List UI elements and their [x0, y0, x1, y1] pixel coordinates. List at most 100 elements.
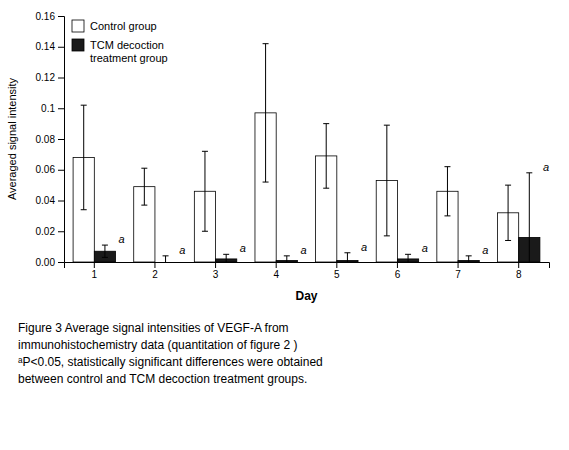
- error-bar-line: [405, 254, 411, 262]
- y-tick-mark: [58, 139, 64, 140]
- legend-swatch: [72, 20, 84, 32]
- error-bar: [223, 254, 229, 262]
- legend: Control group TCM decoctiontreatment grou…: [72, 20, 168, 64]
- annotation: a: [361, 241, 367, 253]
- x-axis-title: Day: [295, 289, 317, 303]
- plot: 0.00 0.02 0.04 0.06 0.08 0.1 0.12 0.14 0.16 1 2 3 4 5…: [36, 11, 550, 302]
- x-tick-mark: [458, 262, 459, 268]
- y-tick: 0.06: [36, 164, 64, 175]
- error-bar: [526, 173, 532, 262]
- x-tick: 4: [273, 262, 279, 280]
- error-bar-line: [141, 168, 147, 205]
- caption-line: between control and TCM decoction treatm…: [18, 372, 307, 386]
- y-tick-mark: [58, 201, 64, 202]
- x-tick-label: 3: [213, 269, 219, 280]
- x-tick-label: 8: [516, 269, 522, 280]
- annotation: a: [240, 242, 246, 254]
- y-tick: 0.02: [36, 226, 64, 237]
- legend-swatch: [72, 39, 84, 51]
- x-tick: 6: [395, 262, 401, 280]
- annotation: a: [543, 161, 549, 173]
- x-tick: 1: [92, 262, 98, 280]
- legend-label: TCM decoctiontreatment group: [90, 39, 168, 64]
- error-bar-line: [344, 253, 350, 262]
- error-bar-line: [102, 245, 108, 257]
- x-tick: 5: [334, 262, 340, 280]
- error-bar-line: [466, 256, 472, 262]
- y-tick: 0.08: [36, 134, 64, 145]
- y-tick-label: 0.04: [36, 195, 56, 206]
- error-bar: [202, 151, 208, 231]
- error-bar: [444, 167, 450, 216]
- error-bar-line: [505, 185, 511, 240]
- x-tick-mark: [215, 262, 216, 268]
- x-tick-mark: [276, 262, 277, 268]
- y-tick-label: 0.00: [36, 257, 56, 268]
- y-tick-label: 0.02: [36, 226, 56, 237]
- error-bar-line: [223, 254, 229, 262]
- series: [94, 173, 540, 262]
- y-tick-mark: [58, 16, 64, 17]
- error-bar-line: [444, 167, 450, 216]
- y-tick-label: 0.1: [41, 103, 55, 114]
- y-tick: 0.04: [36, 195, 64, 206]
- error-bar-line: [163, 256, 169, 262]
- x-tick-label: 1: [92, 269, 98, 280]
- chart: 0.00 0.02 0.04 0.06 0.08 0.1 0.12 0.14 0.16 1 2 3 4 5…: [0, 0, 569, 450]
- x-tick-mark: [94, 262, 95, 268]
- annotation: a: [422, 242, 428, 254]
- y-tick-mark: [58, 108, 64, 109]
- legend-item: Control group: [72, 20, 157, 32]
- y-tick: 0.16: [36, 11, 64, 22]
- legend-label: Control group: [90, 20, 157, 32]
- y-axis: 0.00 0.02 0.04 0.06 0.08 0.1 0.12 0.14 0.16: [36, 11, 65, 268]
- error-bar: [102, 245, 108, 257]
- annotation: a: [300, 244, 306, 256]
- x-axis: 1 2 3 4 5 6 7 8: [65, 262, 550, 280]
- y-tick: 0.1: [41, 103, 64, 114]
- error-bar: [81, 105, 87, 210]
- bars: [73, 44, 540, 262]
- x-tick: 8: [516, 262, 522, 280]
- error-bar: [323, 124, 329, 189]
- annotation: a: [482, 244, 488, 256]
- x-tick-label: 5: [334, 269, 340, 280]
- error-bar: [141, 168, 147, 205]
- y-tick: 0.00: [36, 257, 64, 268]
- y-axis-line: [58, 17, 65, 263]
- legend-item: TCM decoctiontreatment group: [72, 39, 168, 64]
- annotation: a: [179, 244, 185, 256]
- y-tick-mark: [58, 231, 64, 232]
- annotation: a: [119, 233, 125, 245]
- error-bar: [163, 256, 169, 262]
- y-tick-label: 0.06: [36, 164, 56, 175]
- error-bar-line: [263, 44, 269, 182]
- y-tick-mark: [58, 78, 64, 79]
- error-bar: [284, 256, 290, 262]
- x-tick: 7: [455, 262, 461, 280]
- x-tick-label: 6: [395, 269, 401, 280]
- error-bar-line: [323, 124, 329, 189]
- x-tick-label: 7: [455, 269, 461, 280]
- x-tick: 2: [152, 262, 158, 280]
- y-tick: 0.12: [36, 72, 64, 83]
- error-bar: [505, 185, 511, 240]
- y-tick-label: 0.08: [36, 134, 56, 145]
- x-tick-mark: [397, 262, 398, 268]
- caption-line: Figure 3 Average signal intensities of V…: [18, 321, 289, 335]
- y-tick-label: 0.16: [36, 11, 56, 22]
- y-tick-label: 0.12: [36, 72, 56, 83]
- error-bar: [466, 256, 472, 262]
- error-bar: [344, 253, 350, 262]
- x-tick: 3: [213, 262, 219, 280]
- y-tick-label: 0.14: [36, 41, 56, 52]
- caption: Figure 3 Average signal intensities of V…: [18, 321, 323, 386]
- caption-line: ᵃP<0.05, statistically significant diffe…: [18, 355, 323, 369]
- error-bar-line: [284, 256, 290, 262]
- annotations: a a a a a a a a: [119, 161, 550, 256]
- y-tick-mark: [58, 170, 64, 171]
- y-axis-title: Averaged signal intensity: [6, 77, 18, 200]
- y-tick-mark: [58, 47, 64, 48]
- error-bar: [405, 254, 411, 262]
- error-bar-line: [81, 105, 87, 210]
